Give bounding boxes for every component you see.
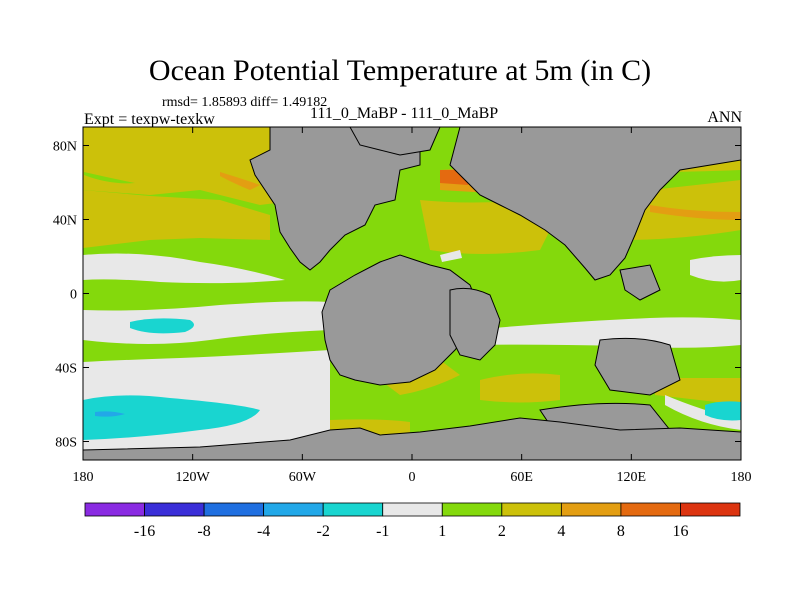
colorbar-label: 1 (438, 523, 446, 540)
colorbar-swatch (203, 502, 265, 517)
y-tick-label: 40S (55, 362, 77, 377)
colorbar-label: 4 (557, 523, 565, 540)
colorbar-label: -2 (317, 523, 330, 540)
colorbar-label: 8 (617, 523, 625, 540)
y-tick-label: 0 (70, 288, 77, 303)
land-mass (83, 127, 741, 460)
colorbar-swatch (560, 502, 622, 517)
x-tick-label: 60W (289, 470, 317, 485)
land-north-america (249, 127, 421, 271)
north-pacific-green-streak (84, 172, 135, 184)
colorbar-swatch (680, 502, 741, 517)
colorbar-swatch (84, 502, 145, 517)
x-tick-label: 120W (176, 470, 211, 485)
season-label: ANN (707, 109, 742, 126)
x-tick-label: 60E (510, 470, 533, 485)
northwest-pacific-orange-band (650, 205, 741, 220)
case-label: 111_0_MaBP - 111_0_MaBP (310, 105, 499, 122)
land-antarctica (83, 417, 741, 460)
colorbar-label: -4 (257, 523, 270, 540)
map-field (83, 127, 741, 460)
south-pacific-green-band (83, 330, 330, 362)
colorbar-swatch (441, 502, 503, 517)
stats-label: rmsd= 1.85893 diff= 1.49182 (162, 95, 328, 110)
y-tick-label: 80N (53, 140, 77, 155)
colorbar-swatch (382, 502, 443, 517)
south-indian-white-band (470, 317, 741, 348)
colorbar-swatch (322, 502, 384, 517)
south-indian-warm-patch (480, 373, 560, 403)
colorbar: -16 -8 -4 -2 -1 1 2 4 8 16 (84, 502, 741, 540)
x-tick-label: 120E (617, 470, 647, 485)
colorbar-swatch (144, 502, 205, 517)
x-tick-label: 0 (409, 470, 416, 485)
south-pacific-cyan-patch (130, 318, 194, 334)
land-eurasia (449, 127, 741, 281)
land-india (594, 337, 681, 396)
colorbar-label: 16 (672, 523, 688, 540)
north-pacific-white-band (83, 253, 285, 284)
colorbar-label: -1 (376, 523, 389, 540)
south-pacific-east-warm (655, 378, 741, 405)
colorbar-swatch (263, 502, 324, 517)
north-pacific-east-white (690, 255, 741, 282)
southeast-pacific-cyan-patch (705, 401, 741, 421)
southeast-pacific-white-band (665, 395, 741, 430)
southern-ocean-blue-patch (95, 411, 125, 417)
colorbar-label: -8 (197, 523, 210, 540)
x-tick-label: 180 (731, 470, 752, 485)
x-tick-label: 180 (73, 470, 94, 485)
y-tick-label: 40N (53, 214, 77, 229)
axis-ticks: 180 120W 60W 0 60E 120E 180 80N 40N 0 40S 80S (53, 127, 752, 485)
experiment-label: Expt = texpw-texkw (84, 111, 215, 128)
chart-title: Ocean Potential Temperature at 5m (in C) (148, 54, 652, 87)
colorbar-label: -16 (134, 523, 155, 540)
colorbar-swatch (620, 502, 681, 517)
north-pacific-orange-patch (220, 172, 260, 190)
land-africa (449, 287, 501, 361)
southern-ocean-cyan-region (83, 395, 260, 440)
land-greenland (349, 127, 441, 156)
mediterranean-white-patch (440, 250, 462, 262)
colorbar-swatch (501, 502, 562, 517)
north-pacific-mid-band (83, 190, 270, 248)
colorbar-label: 2 (498, 523, 506, 540)
y-tick-label: 80S (55, 436, 77, 451)
land-southeast-asia (619, 264, 661, 301)
